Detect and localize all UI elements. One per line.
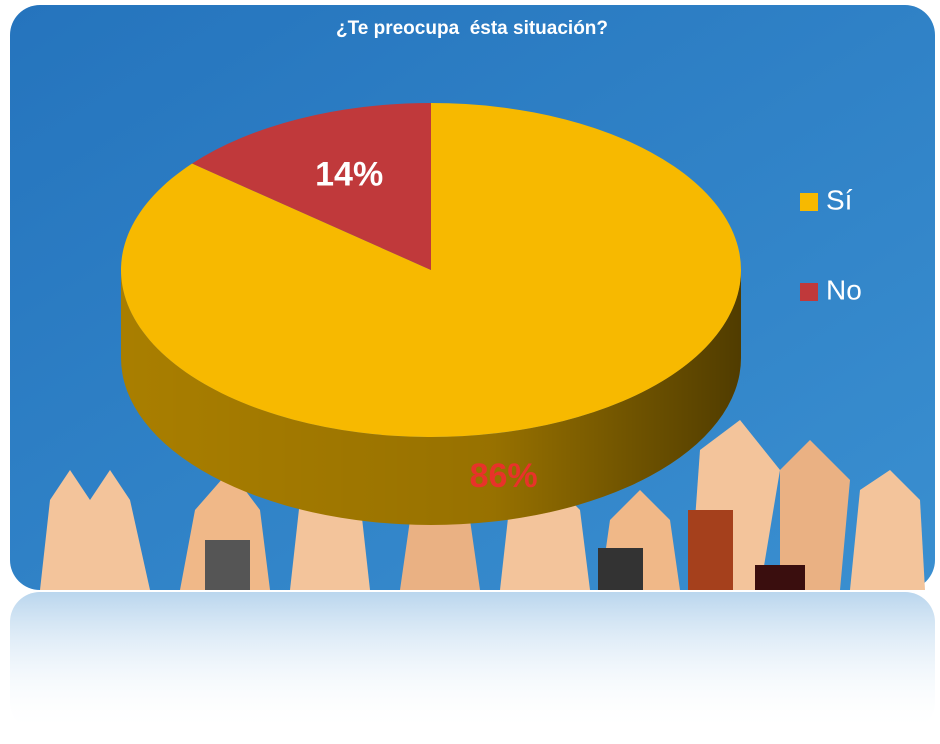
legend-label: No	[826, 274, 862, 305]
pie-slice	[192, 103, 431, 270]
value-label: 86%	[470, 457, 538, 495]
reflection	[10, 592, 935, 732]
legend-label: Sí	[826, 184, 853, 215]
pie-side-shade	[121, 270, 741, 525]
chart-title: ¿Te preocupa ésta situación?	[336, 18, 608, 39]
pie: 86% 14%	[120, 103, 741, 525]
legend-swatch	[800, 193, 818, 211]
value-label: 14%	[315, 155, 383, 193]
legend: Sí No	[800, 184, 862, 305]
pie-slice	[120, 103, 741, 438]
legend-swatch	[800, 283, 818, 301]
